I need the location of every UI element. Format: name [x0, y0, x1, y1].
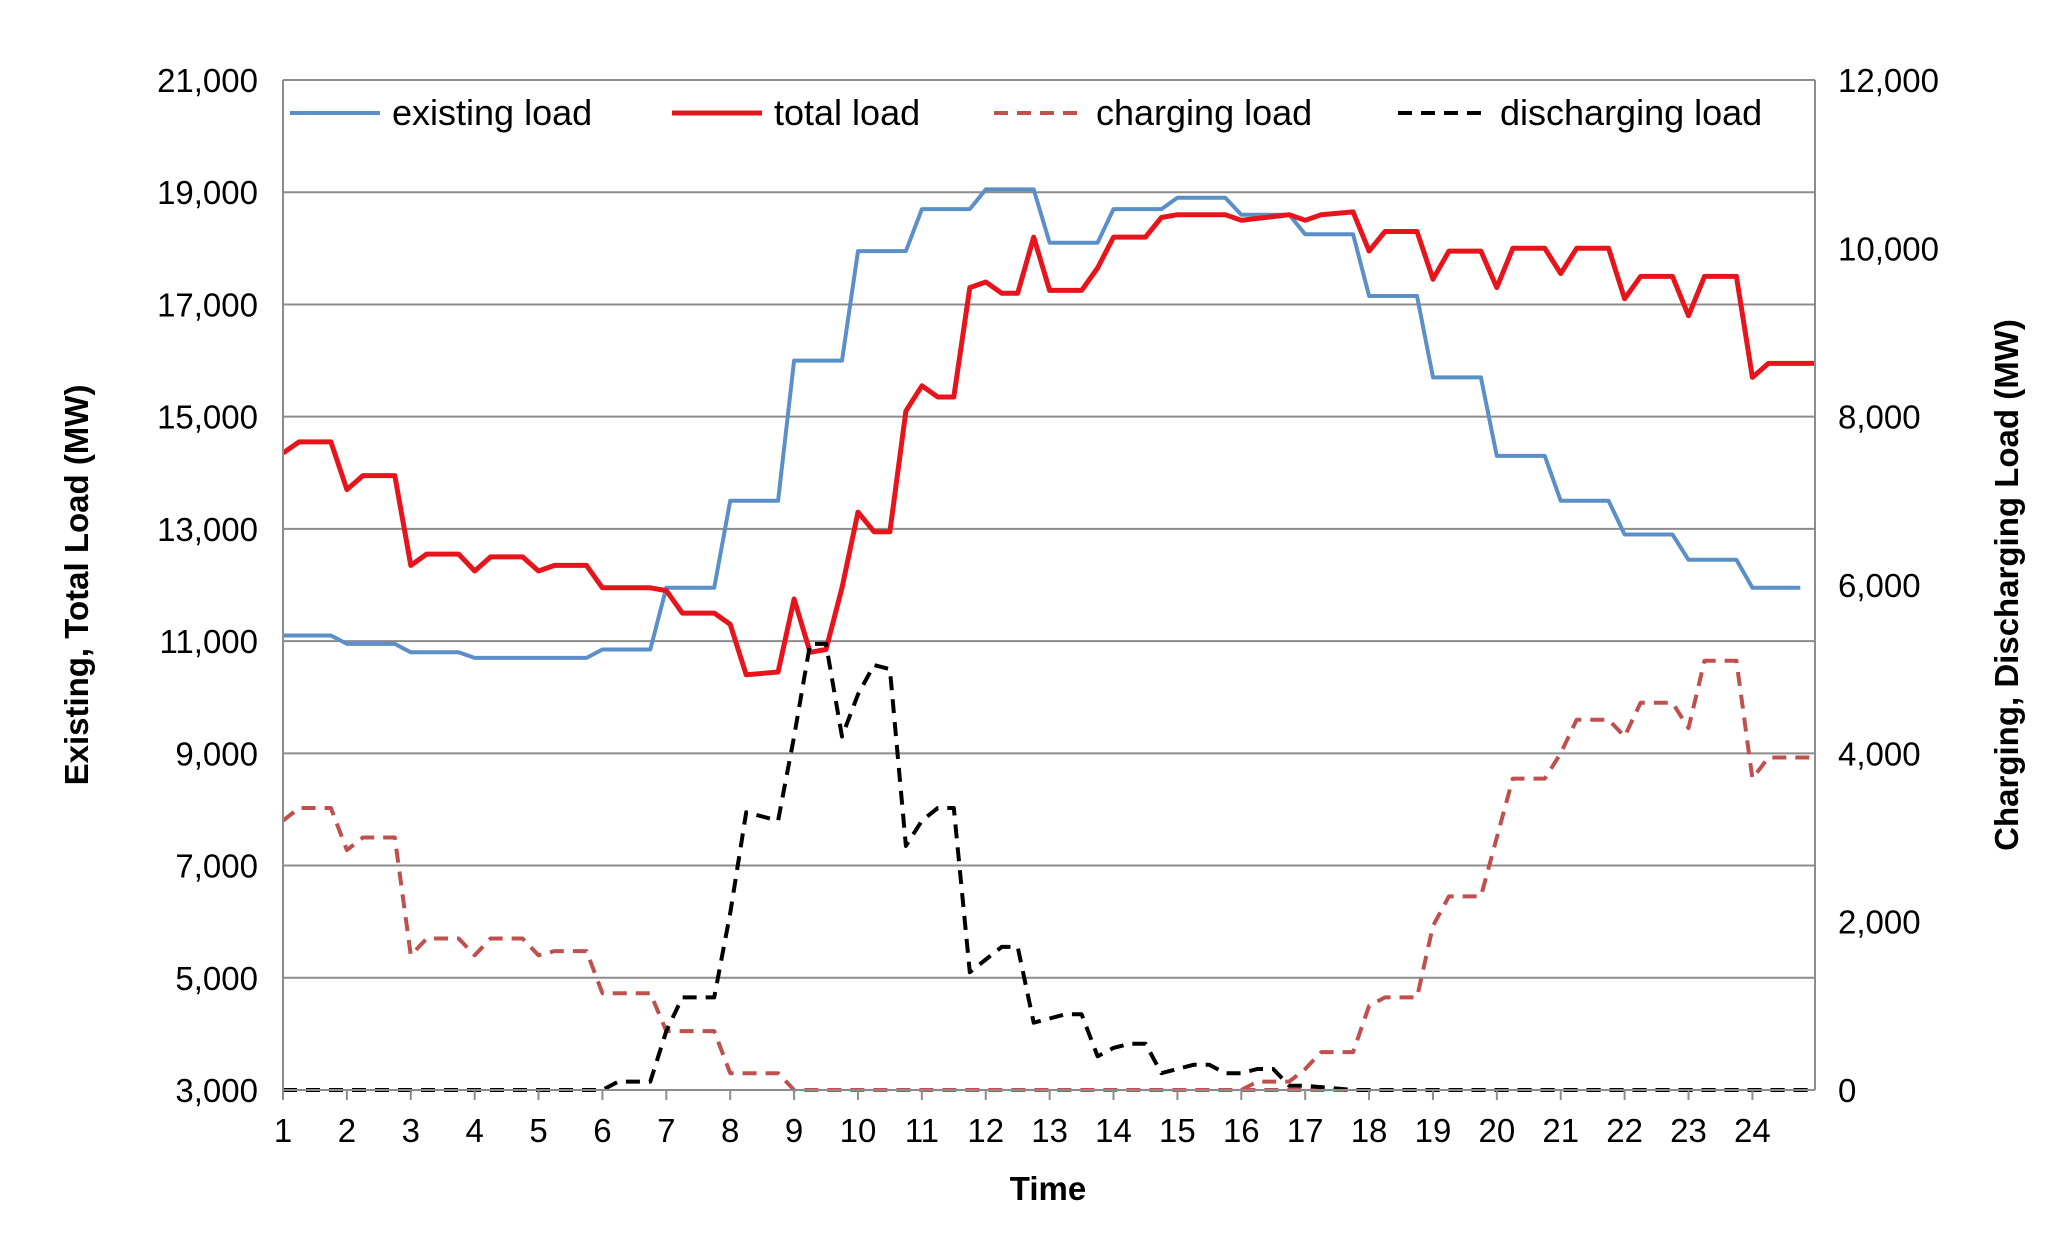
x-tick-label: 8 — [721, 1112, 739, 1149]
x-tick-label: 7 — [657, 1112, 675, 1149]
left-axis-title: Existing, Total Load (MW) — [58, 385, 95, 786]
series-line-total-load — [281, 209, 1815, 678]
series-line-existing-load — [283, 187, 1801, 660]
x-tick-label: 17 — [1287, 1112, 1324, 1149]
y-right-tick-label: 10,000 — [1838, 230, 1939, 267]
y-right-tick-label: 12,000 — [1838, 62, 1939, 99]
y-right-tick-label: 4,000 — [1838, 735, 1921, 772]
y-left-tick-label: 3,000 — [175, 1072, 258, 1109]
series-lines — [281, 187, 1815, 1092]
y-right-tick-label: 2,000 — [1838, 904, 1921, 941]
x-tick-label: 3 — [402, 1112, 420, 1149]
x-tick-label: 6 — [593, 1112, 611, 1149]
x-tick-label: 10 — [840, 1112, 877, 1149]
legend: existing load total load charging load disc… — [290, 92, 1762, 133]
series-line-charging-load — [281, 806, 1815, 1092]
x-tick-label: 21 — [1542, 1112, 1579, 1149]
y-left-tick-label: 5,000 — [175, 960, 258, 997]
y-left-tick-label: 19,000 — [157, 174, 258, 211]
y-right-tick-label: 8,000 — [1838, 399, 1921, 436]
y-left-tick-label: 7,000 — [175, 848, 258, 885]
legend-label: charging load — [1096, 92, 1312, 133]
x-tick-label: 16 — [1223, 1112, 1260, 1149]
axes: 21,00019,00017,00015,00013,00011,0009,00… — [157, 62, 1939, 1149]
y-right-tick-label: 0 — [1838, 1072, 1856, 1109]
right-axis-title: Charging, Discharging Load (MW) — [1988, 319, 2025, 851]
x-tick-label: 18 — [1351, 1112, 1388, 1149]
x-tick-label: 1 — [274, 1112, 292, 1149]
legend-label: existing load — [392, 92, 592, 133]
y-left-tick-label: 9,000 — [175, 735, 258, 772]
x-tick-label: 9 — [785, 1112, 803, 1149]
y-left-tick-label: 21,000 — [157, 62, 258, 99]
y-left-tick-label: 15,000 — [157, 399, 258, 436]
y-left-tick-label: 17,000 — [157, 286, 258, 323]
x-tick-label: 15 — [1159, 1112, 1196, 1149]
x-tick-label: 22 — [1606, 1112, 1643, 1149]
x-tick-label: 20 — [1478, 1112, 1515, 1149]
x-tick-label: 2 — [338, 1112, 356, 1149]
y-left-tick-label: 11,000 — [160, 623, 258, 660]
series-line-charging-load — [1240, 658, 1815, 1092]
y-right-tick-label: 6,000 — [1838, 567, 1921, 604]
x-tick-label: 4 — [465, 1112, 483, 1149]
x-tick-label: 12 — [967, 1112, 1004, 1149]
x-tick-label: 24 — [1734, 1112, 1771, 1149]
x-tick-label: 19 — [1415, 1112, 1452, 1149]
x-axis-title: Time — [1010, 1170, 1086, 1207]
legend-label: discharging load — [1500, 92, 1762, 133]
x-tick-label: 14 — [1095, 1112, 1132, 1149]
y-left-tick-label: 13,000 — [157, 511, 258, 548]
x-tick-label: 23 — [1670, 1112, 1707, 1149]
series-line-discharging-load — [283, 641, 1815, 1092]
x-tick-label: 11 — [905, 1112, 939, 1149]
x-tick-label: 5 — [529, 1112, 547, 1149]
legend-label: total load — [774, 92, 920, 133]
x-tick-label: 13 — [1031, 1112, 1068, 1149]
